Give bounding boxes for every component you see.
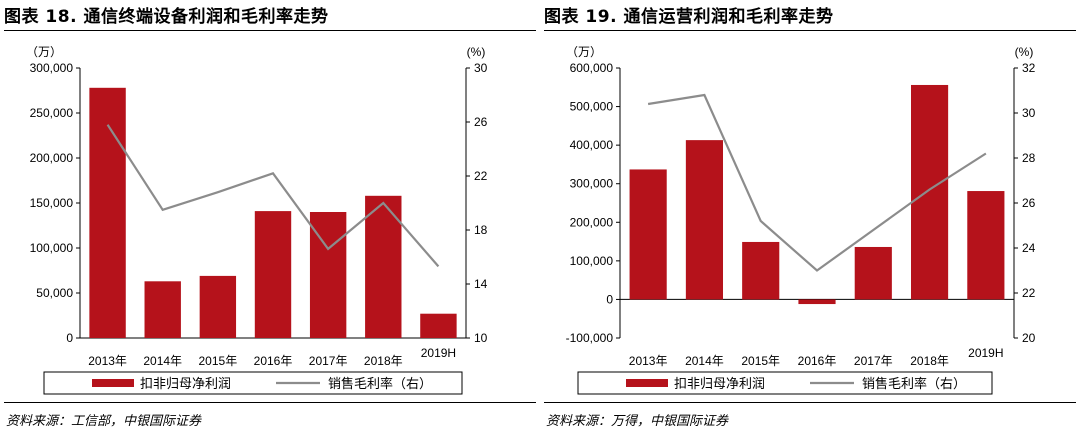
legend-swatch-bar [626,379,668,387]
x-tick-label: 2019H [968,346,1003,360]
legend-swatch-bar [92,379,134,387]
right-tick-label: 30 [474,61,488,75]
bar [798,299,836,305]
right-tick-label: 26 [1022,196,1036,210]
bar [685,140,724,300]
bar [854,246,892,300]
bar [629,169,667,300]
right-axis-unit: (%) [1015,45,1034,59]
source-note: 资料来源：工信部，中银国际证券 [6,414,202,429]
left-tick-label: 300,000 [30,61,74,75]
right-tick-label: 22 [1022,286,1036,300]
line-series-gross-margin [647,93,987,272]
left-tick-label: 0 [606,292,613,306]
x-tick-label: 2016年 [254,354,293,368]
source-note: 资料来源：万得，中银国际证券 [546,414,729,429]
x-tick-label: 2014年 [143,354,182,368]
chart-panel-terminal: 图表 18. 通信终端设备利润和毛利率走势 0 50,000 100,000 150,… [4,0,536,433]
bar [742,241,780,300]
left-tick-label: 200,000 [570,215,614,229]
x-tick-label: 2015年 [199,354,238,368]
bar [365,195,402,338]
title-rule [544,30,1076,31]
bar [910,84,949,300]
right-axis-unit: (%) [467,45,486,59]
bar [144,281,181,338]
legend-label-line: 销售毛利率（右） [328,376,432,391]
bar [254,211,292,338]
left-axis-unit: （万） [26,45,62,59]
bar [967,191,1005,300]
left-tick-label: 300,000 [570,177,614,191]
title-rule [4,30,536,31]
line-series-gross-margin [106,124,440,268]
figure-title: 图表 18. 通信终端设备利润和毛利率走势 [4,7,329,27]
left-tick-label: 200,000 [30,151,74,165]
right-tick-label: 18 [474,223,488,237]
left-tick-label: 100,000 [30,241,74,255]
bar [199,275,237,338]
right-tick-label: 32 [1022,61,1036,75]
right-tick-label: 22 [474,169,488,183]
legend-box [577,371,993,395]
left-tick-label: 150,000 [30,196,74,210]
x-tick-label: 2016年 [798,354,837,368]
legend-box [43,371,463,395]
left-tick-label: 600,000 [570,61,614,75]
x-tick-label: 2018年 [910,354,949,368]
x-tick-label: 2013年 [629,354,668,368]
left-tick-label: -100,000 [566,331,614,345]
chart-panel-operator: 图表 19. 通信运营利润和毛利率走势 -100,000 0 100,000 200,… [544,0,1076,433]
legend-label-bar: 扣非归母净利润 [140,376,231,391]
left-tick-label: 500,000 [570,100,614,114]
right-tick-label: 30 [1022,106,1036,120]
x-tick-label: 2017年 [854,354,893,368]
bar [420,313,457,338]
right-tick-label: 20 [1022,331,1036,345]
x-tick-label: 2019H [421,346,456,360]
left-tick-label: 100,000 [570,254,614,268]
x-tick-label: 2015年 [741,354,780,368]
source-rule [4,402,536,403]
x-tick-label: 2017年 [309,354,348,368]
chart-telecom-operation: -100,000 0 100,000 200,000 300,000 400,000 500… [566,45,1036,395]
x-tick-label: 2018年 [364,354,403,368]
chart-terminal-equipment: 0 50,000 100,000 150,000 200,000 250,000 300,0… [26,45,488,395]
bar [89,87,126,338]
left-axis-unit: （万） [566,45,602,59]
legend-label-line: 销售毛利率（右） [862,376,966,391]
figure-title: 图表 19. 通信运营利润和毛利率走势 [544,7,834,27]
right-tick-label: 10 [474,331,488,345]
x-tick-label: 2013年 [88,354,127,368]
right-tick-label: 26 [474,115,488,129]
left-tick-label: 50,000 [36,286,73,300]
right-tick-label: 24 [1022,241,1036,255]
source-rule [544,402,1076,403]
x-tick-label: 2014年 [685,354,724,368]
left-tick-label: 0 [66,331,73,345]
legend-label-bar: 扣非归母净利润 [674,376,765,391]
right-tick-label: 28 [1022,151,1036,165]
left-tick-label: 400,000 [570,138,614,152]
right-tick-label: 14 [474,277,488,291]
left-tick-label: 250,000 [30,106,74,120]
